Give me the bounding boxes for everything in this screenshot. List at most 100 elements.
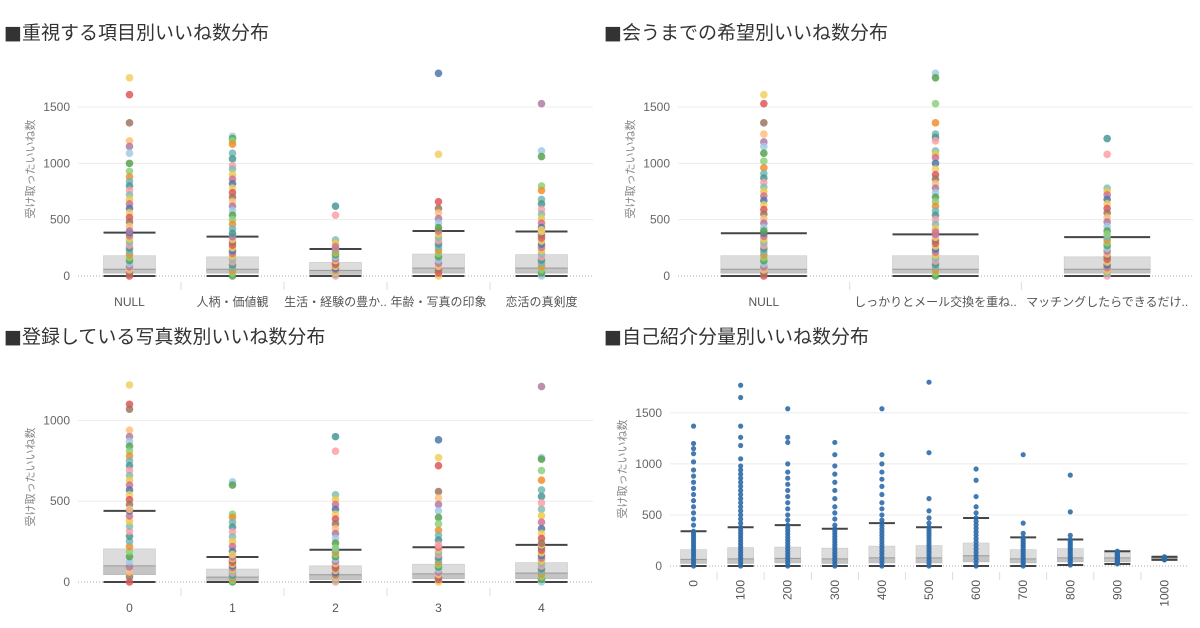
data-point (785, 487, 791, 494)
data-point (331, 447, 340, 455)
data-point (931, 119, 940, 127)
panel-meeting: ■会うまでの希望別いいね数分布 0 500 1000 1500 受け取ったいいね数 NUL… (600, 0, 1200, 314)
data-point (973, 466, 979, 472)
data-point (879, 483, 885, 489)
data-point (228, 149, 237, 158)
data-point (228, 229, 237, 237)
data-point (228, 140, 237, 149)
data-point (785, 493, 791, 500)
data-point (228, 165, 237, 173)
data-point (760, 142, 768, 151)
data-point (434, 223, 443, 232)
y-tick-label: 1000 (43, 413, 70, 427)
data-point (690, 510, 697, 516)
data-point (785, 439, 791, 446)
chart-meeting: 0 500 1000 1500 受け取ったいいね数 NULL しっかりとメール交換を重ね..… (624, 69, 1193, 309)
data-point (785, 434, 791, 440)
data-point (738, 516, 744, 522)
data-point (537, 499, 546, 507)
panel-title: ■登録している写真数別いいね数分布 (4, 326, 326, 348)
data-point (926, 379, 932, 385)
data-point (973, 493, 979, 500)
data-point (1114, 548, 1120, 554)
data-point (832, 439, 838, 446)
data-point (832, 496, 838, 502)
data-point (434, 461, 443, 470)
data-point (926, 450, 932, 456)
data-point (973, 515, 979, 521)
data-point (434, 453, 443, 462)
data-point (931, 153, 940, 162)
data-point (690, 467, 697, 473)
data-point (690, 423, 697, 429)
data-point (973, 510, 979, 516)
data-point (738, 471, 744, 477)
data-point (738, 491, 744, 498)
data-point (690, 479, 697, 485)
data-point (785, 461, 791, 467)
panel-photos: ■登録している写真数別いいね数分布 0 500 1000 受け取ったいいね数 0 1 2 3 4 (0, 314, 600, 628)
data-point (434, 541, 443, 549)
y-axis-label: 受け取ったいいね数 (24, 120, 37, 219)
panel-title: ■重視する項目別いいね数分布 (4, 22, 269, 44)
data-point (537, 511, 546, 520)
data-point (760, 149, 768, 158)
y-tick-label: 1500 (635, 406, 662, 420)
data-point (931, 137, 940, 145)
data-point (738, 442, 744, 449)
data-point (738, 512, 744, 518)
data-point (125, 159, 134, 168)
data-point (832, 487, 838, 494)
data-point (690, 498, 697, 504)
data-point (690, 440, 697, 447)
y-tick-label: 500 (650, 213, 670, 227)
data-point (537, 186, 546, 195)
data-point (738, 475, 744, 481)
data-point (760, 99, 768, 108)
data-point (738, 520, 744, 526)
data-point (832, 510, 838, 516)
data-point (331, 432, 340, 441)
data-point (931, 159, 940, 168)
data-point (760, 157, 768, 165)
data-point (537, 152, 546, 161)
data-point (331, 242, 340, 251)
data-point (760, 90, 768, 99)
x-tick-label: 700 (1016, 580, 1030, 600)
data-point (331, 211, 340, 219)
data-point (931, 228, 940, 236)
data-point (738, 508, 744, 514)
data-point (1103, 150, 1111, 159)
data-point (879, 491, 885, 498)
y-tick-label: 1000 (635, 457, 662, 471)
data-point (125, 505, 134, 514)
data-point (738, 504, 744, 510)
data-point (537, 518, 546, 527)
data-point (879, 476, 885, 482)
data-point (738, 434, 744, 440)
data-point (690, 473, 697, 479)
x-tick-label: 200 (781, 580, 795, 600)
data-point (228, 550, 237, 559)
data-point (785, 500, 791, 506)
y-tick-label: 0 (663, 269, 670, 283)
data-point (434, 209, 443, 217)
y-tick-label: 1000 (643, 156, 670, 170)
y-tick-label: 500 (50, 494, 70, 508)
data-point (1020, 534, 1026, 541)
chart-priority: 0 500 1000 1500 受け取ったいいね数 NULL 人柄・価値観 生活・経験の豊か.… (24, 69, 593, 309)
data-point (926, 508, 932, 514)
data-point (537, 147, 546, 155)
data-point (926, 515, 932, 521)
data-point (125, 119, 134, 127)
x-tick-label: マッチングしたらできるだけ.. (1026, 295, 1188, 309)
data-point (690, 504, 697, 510)
data-point (331, 202, 340, 210)
data-point (434, 507, 443, 515)
data-point (125, 142, 134, 151)
data-point (785, 506, 791, 512)
data-point (931, 165, 940, 173)
data-point (434, 197, 443, 206)
data-point (434, 513, 443, 522)
data-point (973, 504, 979, 510)
